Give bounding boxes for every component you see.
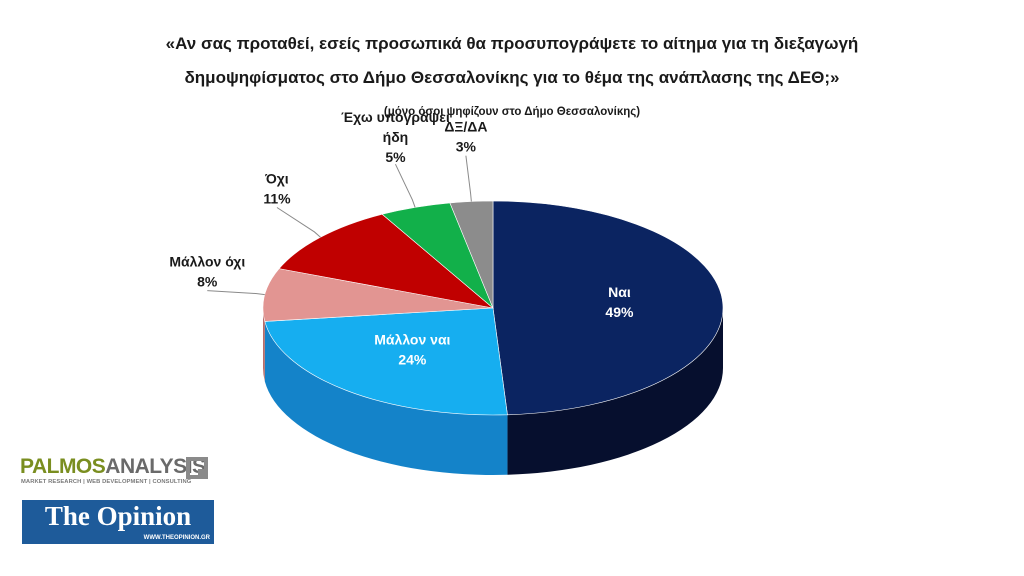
palmos-square-icon [186, 457, 208, 479]
palmos-tagline: MARKET RESEARCH | WEB DEVELOPMENT | CONS… [21, 479, 192, 485]
data-label-name-ναι: Ναι [608, 284, 631, 300]
pie-side-μάλλον-ναι [264, 321, 508, 475]
pie-side-μάλλον-όχι [263, 308, 265, 382]
palmos-word-part2: ANALYSIS [105, 455, 206, 478]
pie-slice-όχι [278, 213, 495, 309]
leader-line-δξ-δα [465, 155, 472, 202]
pie-slice-μάλλον-ναι [264, 307, 508, 416]
data-label-name-έχω-υπογράψει-ήδη: Έχω υπογράψει [341, 109, 450, 125]
the-opinion-wordmark: The Opinion [44, 501, 192, 531]
chart-title-line-2: δημοψηφίσματος στο Δήμο Θεσσαλονίκης για… [184, 68, 840, 87]
pie-leaders-group [207, 155, 472, 296]
data-label-value-δξ-δα: 3% [456, 139, 477, 155]
leader-line-όχι [276, 207, 321, 238]
leader-line-μάλλον-όχι [207, 290, 265, 296]
pie-tops-group [262, 200, 724, 416]
data-label-value-μάλλον-όχι: 8% [197, 274, 218, 290]
data-label-name-όχι: Όχι [264, 170, 289, 186]
data-label-value-μάλλον-ναι: 24% [398, 351, 427, 367]
data-label-name-δξ-δα: ΔΞ/ΔΑ [444, 119, 487, 135]
chart-title-line-1: «Αν σας προταθεί, εσείς προσωπικά θα προ… [165, 34, 859, 53]
data-label-value-όχι: 11% [263, 190, 291, 206]
palmos-word-part1: PALMOS [20, 455, 106, 478]
pie-sides-group [263, 308, 723, 475]
chart-subtitle: (μόνο όσοι ψηφίζουν στο Δήμο Θεσσαλονίκη… [383, 106, 641, 118]
the-opinion-logo: The Opinion WWW.THEOPINION.GR [22, 500, 214, 544]
data-label-name-έχω-υπογράψει-ήδη: ήδη [383, 129, 409, 145]
palmos-wordmark: PALMOSANALYSIS [20, 455, 206, 479]
data-label-name-μάλλον-όχι: Μάλλον όχι [169, 254, 245, 270]
pie-slice-ναι [492, 200, 724, 416]
data-label-name-μάλλον-ναι: Μάλλον ναι [374, 331, 450, 347]
data-label-value-έχω-υπογράψει-ήδη: 5% [385, 149, 406, 165]
data-label-value-ναι: 49% [605, 304, 634, 320]
pie-labels-group: Ναι 49% Μάλλον ναι 24% Μάλλον όχι 8% Όχι 11% Έχω… [169, 109, 634, 367]
the-opinion-url: WWW.THEOPINION.GR [143, 535, 210, 541]
leader-line-έχω-υπογράψει-ήδη [394, 163, 416, 208]
palmos-analysis-logo: PALMOSANALYSIS MARKET RESEARCH | WEB DEV… [20, 455, 215, 489]
pie-slice-μάλλον-όχι [262, 268, 494, 322]
pie-side-ναι [507, 308, 723, 475]
